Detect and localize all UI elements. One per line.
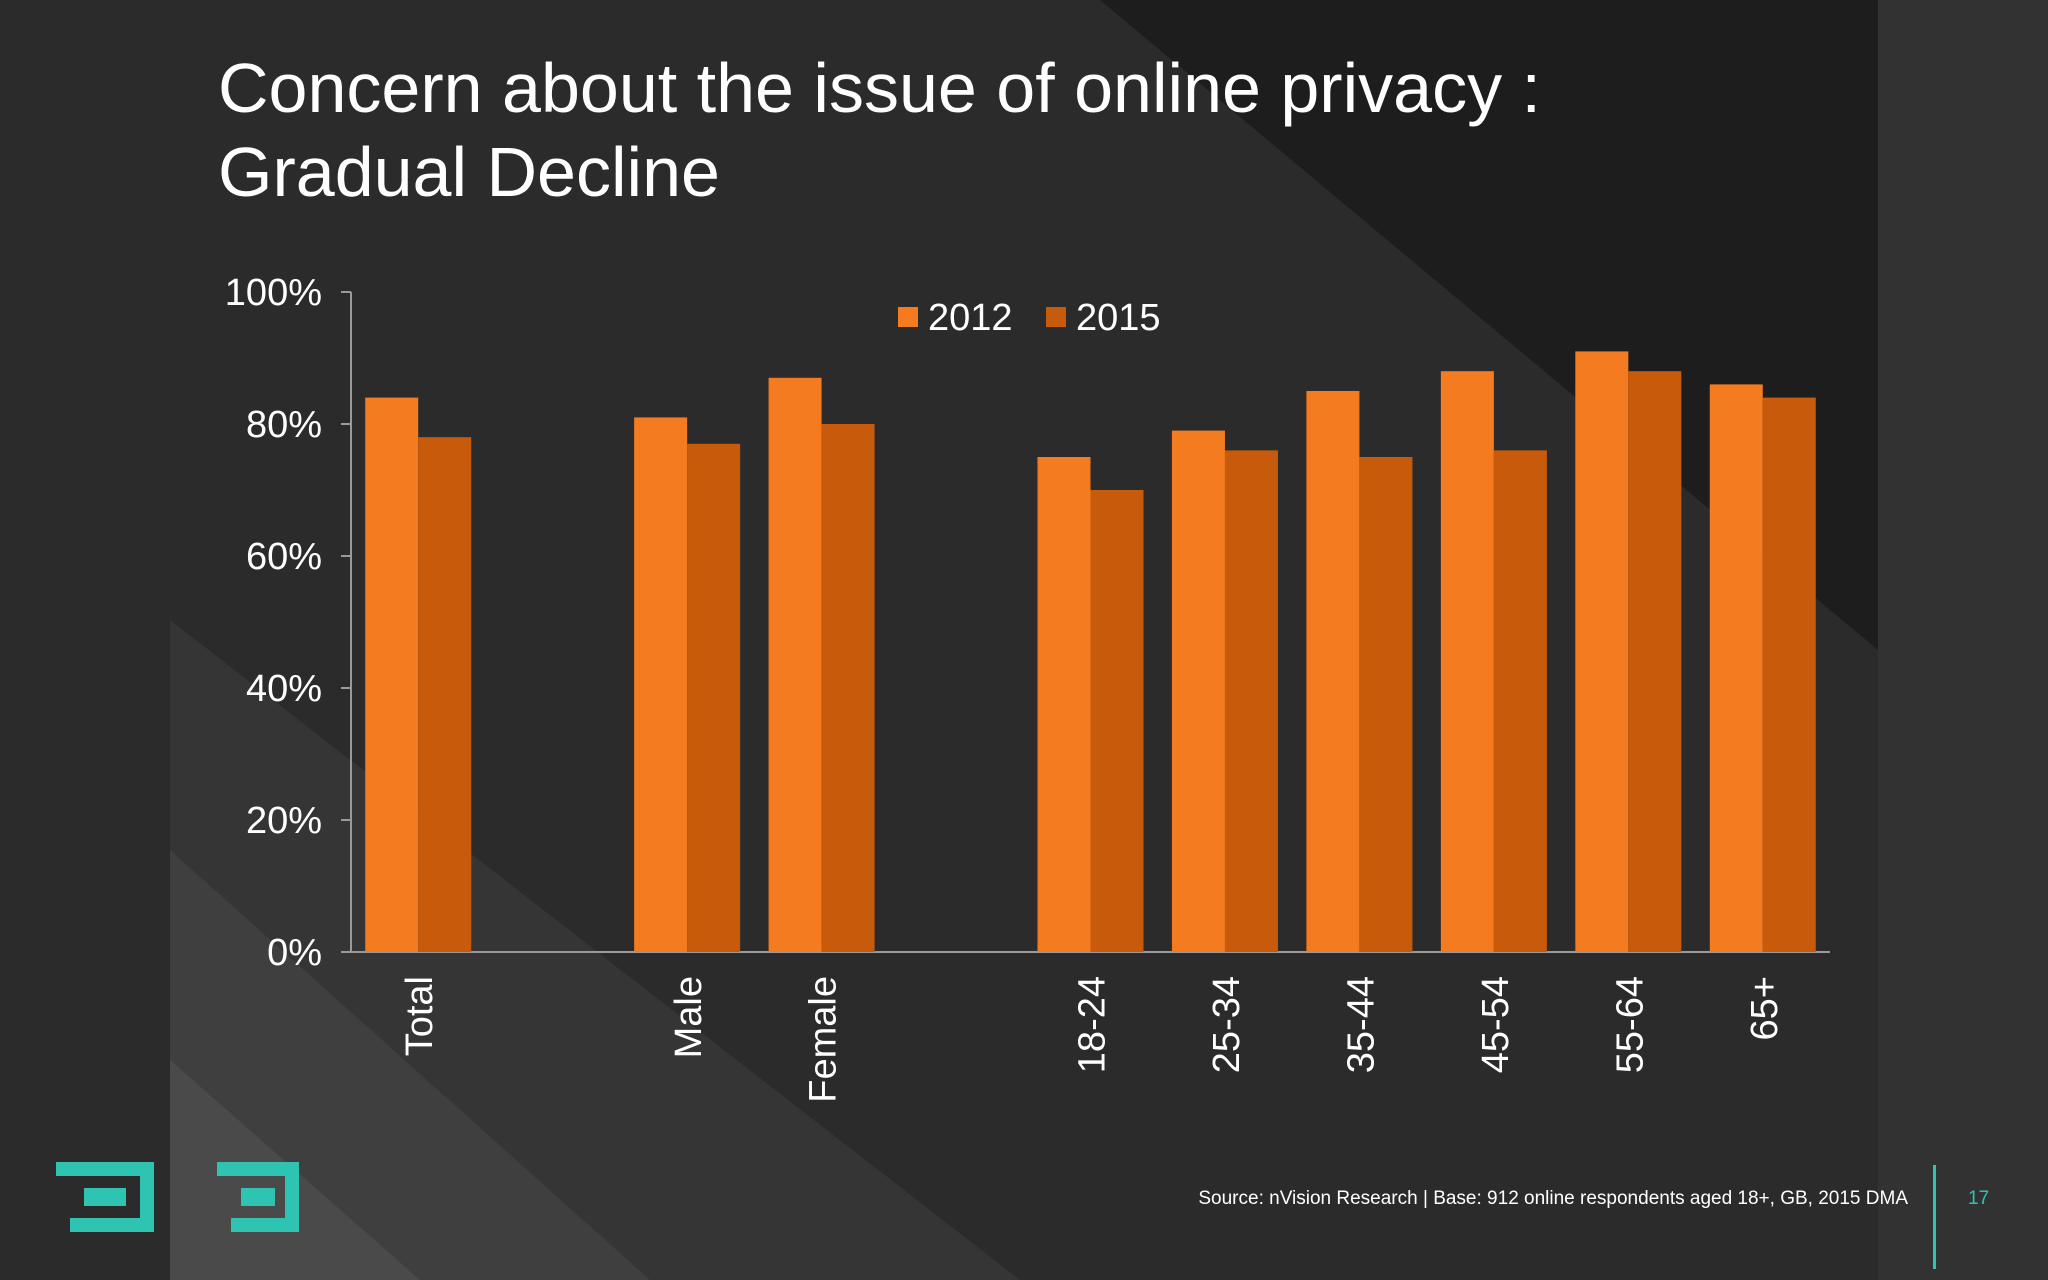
- bar-2012-25-34: [1171, 430, 1225, 953]
- chart-legend: 2012 2015: [898, 297, 1161, 339]
- source-note: Source: nVision Research | Base: 912 onl…: [1198, 1188, 1908, 1209]
- bar-2015-18-24: [1090, 490, 1144, 952]
- legend-swatch-2015: [1046, 307, 1066, 327]
- bar-2012-65+: [1709, 384, 1763, 952]
- footer-divider: [1933, 1165, 1936, 1269]
- bar-2012-35-44: [1306, 391, 1360, 952]
- y-tick-label: 20%: [246, 800, 322, 842]
- bar-2015-45-54: [1493, 450, 1547, 952]
- x-tick-label: Male: [668, 976, 710, 1058]
- y-tick-label: 80%: [246, 404, 322, 446]
- slide-title: Concern about the issue of online privac…: [218, 46, 1541, 214]
- slide-title-line-1: Concern about the issue of online privac…: [218, 49, 1541, 127]
- page-number: 17: [1968, 1188, 1990, 1209]
- bar-2012-Total: [365, 397, 419, 953]
- legend-label-2015: 2015: [1076, 297, 1161, 339]
- x-tick-label: 25-34: [1206, 976, 1248, 1073]
- bar-2015-55-64: [1628, 371, 1682, 952]
- x-tick-label: 55-64: [1609, 976, 1651, 1073]
- bar-2012-55-64: [1575, 351, 1629, 952]
- bar-2012-45-54: [1440, 371, 1494, 952]
- y-tick-label: 60%: [246, 536, 322, 578]
- x-tick-label: Female: [803, 976, 845, 1103]
- bar-2015-Total: [418, 437, 472, 952]
- chart-x-labels: Total Male Female 18-24 25-34 35-44 45-54 55-64…: [399, 976, 1786, 1103]
- x-tick-label: 18-24: [1072, 976, 1114, 1073]
- bar-2015-Male: [687, 443, 741, 952]
- brand-mark-icon: [217, 1162, 299, 1232]
- legend-swatch-2012: [898, 307, 918, 327]
- chart-y-labels: 0% 20% 40% 60% 80% 100%: [225, 272, 322, 974]
- bar-2012-Female: [768, 377, 822, 952]
- bar-2012-Male: [634, 417, 688, 952]
- y-tick-label: 0%: [267, 932, 322, 974]
- slide-title-line-2: Gradual Decline: [218, 133, 720, 211]
- chart-bars: [365, 351, 1816, 953]
- bar-2012-18-24: [1037, 457, 1091, 952]
- x-tick-label: Total: [399, 976, 441, 1056]
- y-tick-label: 100%: [225, 272, 322, 314]
- brand-logo-icon: [56, 1162, 154, 1232]
- legend-label-2012: 2012: [928, 297, 1013, 339]
- bar-2015-35-44: [1359, 457, 1413, 952]
- x-tick-label: 35-44: [1340, 976, 1382, 1073]
- bar-2015-65+: [1762, 397, 1816, 953]
- x-tick-label: 65+: [1744, 976, 1786, 1040]
- y-tick-label: 40%: [246, 668, 322, 710]
- x-tick-label: 45-54: [1475, 976, 1517, 1073]
- bar-2015-25-34: [1224, 450, 1278, 952]
- bar-2015-Female: [821, 424, 875, 952]
